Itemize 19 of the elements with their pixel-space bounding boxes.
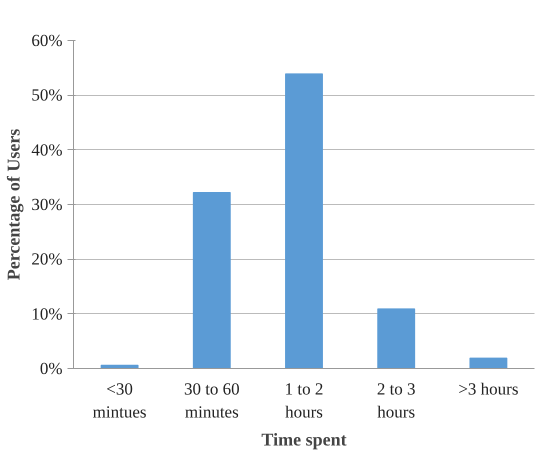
y-axis-title: Percentage of Users <box>3 128 24 280</box>
bar <box>192 192 231 368</box>
y-tick-label: 50% <box>31 86 63 105</box>
y-tick-label: 20% <box>31 250 63 269</box>
x-tick-label: 2 to 3 hours <box>376 380 416 422</box>
y-tick-label: 60% <box>31 31 63 50</box>
y-tick-label: 30% <box>31 195 63 214</box>
x-tick-label: 30 to 60 minutes <box>184 380 240 422</box>
y-tick-label: 0% <box>40 359 63 378</box>
x-tick-label: 1 to 2 hours <box>284 380 324 422</box>
x-tick-label: >3 hours <box>458 380 518 398</box>
y-tick-label: 40% <box>31 140 63 160</box>
y-tick-label: 10% <box>31 304 63 324</box>
x-axis-title: Time spent <box>261 429 347 450</box>
bar <box>285 73 323 368</box>
bar <box>100 364 139 368</box>
x-tick-label: <30 mintues <box>92 380 147 422</box>
bar <box>469 358 508 368</box>
bar <box>377 308 416 368</box>
